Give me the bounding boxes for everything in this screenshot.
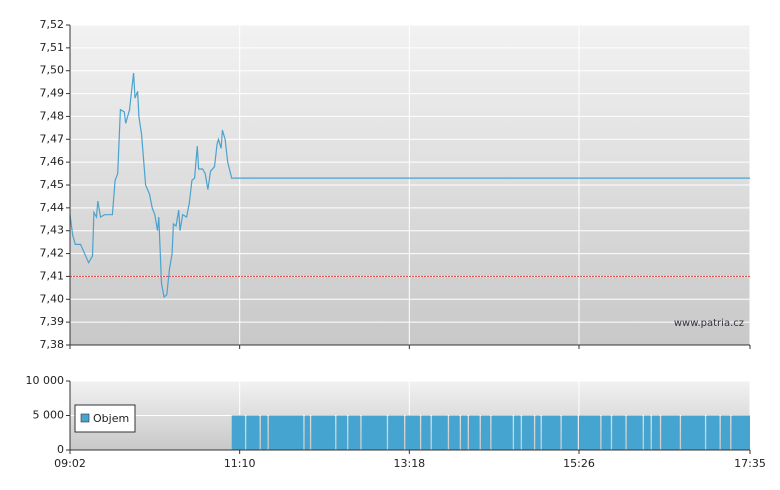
volume-bar [431, 415, 448, 450]
volume-bar [361, 415, 387, 450]
price-line [69, 72, 750, 299]
y-tick-label: 7,51 [40, 41, 65, 54]
y-tick-label: 7,48 [40, 109, 65, 122]
volume-bar [706, 415, 720, 450]
volume-bar [260, 415, 268, 450]
volume-bar [681, 415, 705, 450]
volume-bar [268, 415, 304, 450]
volume-bar [601, 415, 611, 450]
y-tick-label: 7,49 [40, 87, 65, 100]
volume-bar [246, 415, 260, 450]
volume-bar [514, 415, 521, 450]
y-tick-label: 7,47 [40, 132, 65, 145]
volume-bar [626, 415, 643, 450]
y-tick-label: 7,42 [40, 247, 65, 260]
volume-bar [541, 415, 561, 450]
y-tick-label: 7,52 [40, 18, 65, 31]
y-tick-label: 7,45 [40, 178, 65, 191]
volume-bar [304, 415, 310, 450]
volume-bar [311, 415, 336, 450]
y-tick-label: 7,50 [40, 64, 65, 77]
volume-bar [405, 415, 420, 450]
x-tick-label: 11:10 [224, 457, 256, 470]
y-tick-label: 5 000 [33, 409, 65, 422]
volume-bar [643, 415, 651, 450]
volume-bar [421, 415, 431, 450]
volume-bar [336, 415, 348, 450]
volume-bar [612, 415, 626, 450]
y-tick-label: 7,46 [40, 155, 65, 168]
volume-bar [535, 415, 541, 450]
volume-bar [480, 415, 491, 450]
volume-bar [348, 415, 361, 450]
volume-bar [651, 415, 660, 450]
y-tick-label: 7,43 [40, 224, 65, 237]
volume-bar [231, 415, 245, 450]
volume-bar [468, 415, 480, 450]
x-tick-label: 17:35 [734, 457, 766, 470]
x-tick-label: 09:02 [54, 457, 86, 470]
y-tick-label: 7,39 [40, 315, 65, 328]
volume-bar [579, 415, 601, 450]
y-tick-label: 10 000 [26, 374, 65, 387]
watermark: www.patria.cz [674, 318, 744, 329]
legend-label: Objem [93, 412, 129, 425]
volume-bar [461, 415, 468, 450]
y-tick-label: 7,44 [40, 201, 65, 214]
volume-bar [561, 415, 578, 450]
legend-swatch [80, 413, 90, 423]
volume-bar [661, 415, 680, 450]
volume-bar [388, 415, 405, 450]
volume-bar [522, 415, 534, 450]
x-tick-label: 13:18 [393, 457, 425, 470]
y-tick-label: 7,41 [40, 269, 65, 282]
volume-bar [731, 415, 750, 450]
y-tick-label: 7,38 [40, 338, 65, 351]
volume-bar [720, 415, 731, 450]
y-tick-label: 7,40 [40, 292, 65, 305]
y-tick-label: 0 [57, 443, 64, 456]
volume-bar [491, 415, 513, 450]
volume-bar [449, 415, 460, 450]
x-tick-label: 15:26 [563, 457, 595, 470]
